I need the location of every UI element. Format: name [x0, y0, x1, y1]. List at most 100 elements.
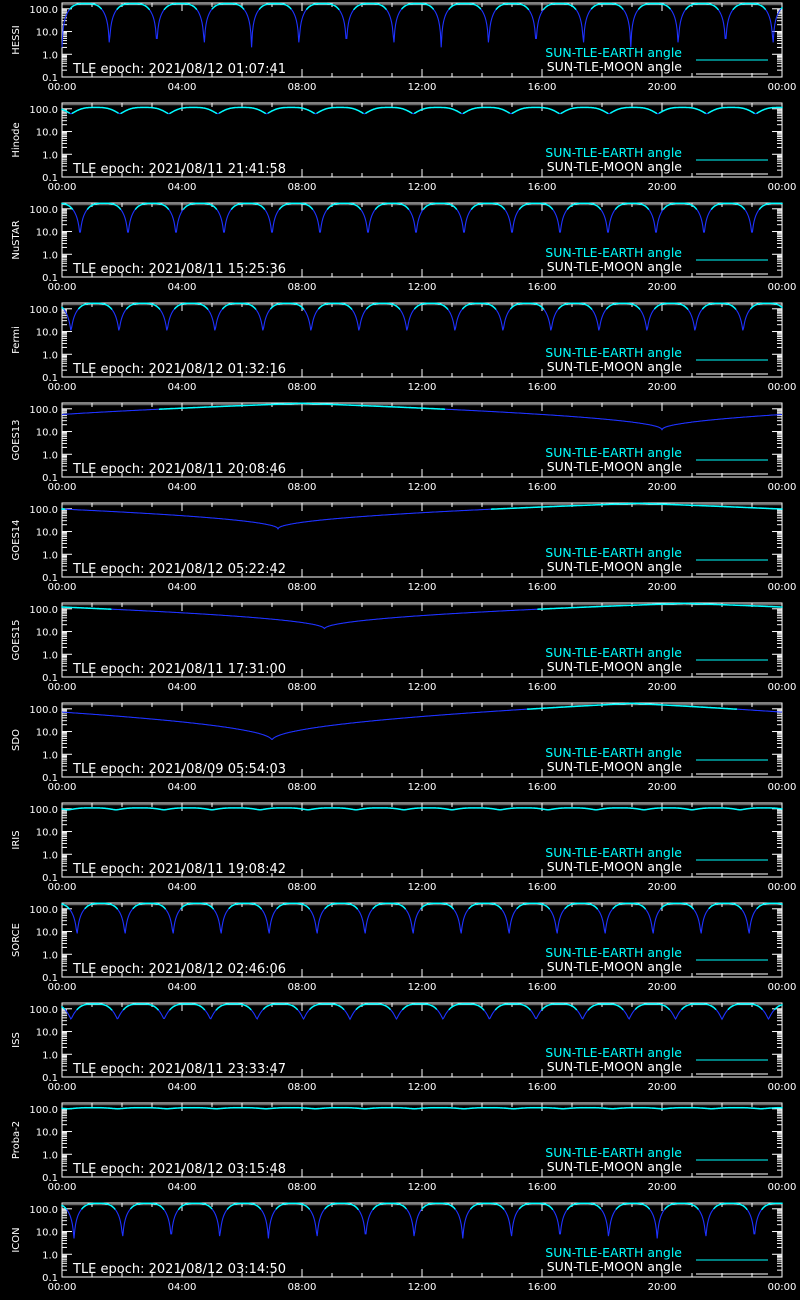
x-tick-label: 20:00 [648, 82, 677, 93]
x-tick-label: 04:00 [168, 1182, 197, 1193]
legend-sun-earth-label: SUN-TLE-EARTH angle [545, 945, 682, 960]
x-tick-label: 16:00 [528, 882, 557, 893]
legend-sun-moon-label: SUN-TLE-MOON angle [547, 1159, 683, 1174]
legend-sun-moon-label: SUN-TLE-MOON angle [547, 559, 683, 574]
x-tick-label: 12:00 [408, 882, 437, 893]
y-tick-label: 1.0 [42, 1150, 58, 1161]
x-tick-label: 20:00 [648, 1182, 677, 1193]
x-tick-label: 08:00 [288, 1282, 317, 1293]
x-tick-label: 20:00 [648, 382, 677, 393]
tle-epoch-label: TLE epoch: 2021/08/12 03:15:48 [72, 1162, 286, 1177]
tle-epoch-label: TLE epoch: 2021/08/11 19:08:42 [72, 862, 286, 877]
x-tick-label: 12:00 [408, 382, 437, 393]
x-tick-label: 00:00 [768, 982, 797, 993]
x-tick-label: 20:00 [648, 782, 677, 793]
panel-goes15: 100.010.01.00.100:00 04:00 08:00 12:00 16:00… [11, 602, 797, 693]
x-tick-label: 08:00 [288, 982, 317, 993]
y-tick-label: 100.0 [29, 305, 58, 316]
legend-sun-earth-label: SUN-TLE-EARTH angle [545, 245, 682, 260]
x-tick-label: 00:00 [768, 882, 797, 893]
tle-epoch-label: TLE epoch: 2021/08/12 01:07:41 [72, 62, 286, 77]
legend-sun-moon-label: SUN-TLE-MOON angle [547, 859, 683, 874]
x-tick-label: 00:00 [48, 782, 77, 793]
panel-proba-2: 100.010.01.00.100:00 04:00 08:00 12:00 16:00… [11, 1102, 797, 1193]
x-tick-label: 00:00 [48, 382, 77, 393]
x-tick-label: 20:00 [648, 582, 677, 593]
y-tick-label: 0.1 [42, 573, 58, 584]
x-tick-label: 20:00 [648, 482, 677, 493]
x-tick-label: 04:00 [168, 482, 197, 493]
x-tick-label: 20:00 [648, 1082, 677, 1093]
y-tick-label: 100.0 [29, 805, 58, 816]
sun-earth-series [61, 807, 783, 811]
y-tick-label: 0.1 [42, 1173, 58, 1184]
x-tick-label: 00:00 [768, 1082, 797, 1093]
y-tick-label: 1.0 [42, 1250, 58, 1261]
x-tick-label: 00:00 [768, 1182, 797, 1193]
x-tick-label: 00:00 [768, 182, 797, 193]
x-tick-label: 08:00 [288, 1182, 317, 1193]
tle-epoch-label: TLE epoch: 2021/08/12 05:22:42 [72, 562, 286, 577]
x-tick-label: 16:00 [528, 982, 557, 993]
sun-earth-series [61, 902, 783, 910]
satellite-name: Fermi [11, 326, 22, 354]
tle-epoch-label: TLE epoch: 2021/08/12 03:14:50 [72, 1262, 286, 1277]
x-tick-label: 00:00 [768, 682, 797, 693]
satellite-name: GOES13 [11, 419, 22, 460]
x-tick-label: 16:00 [528, 482, 557, 493]
panel-icon: 100.010.01.00.100:00 04:00 08:00 12:00 16:00… [11, 1202, 797, 1293]
legend-sun-earth-label: SUN-TLE-EARTH angle [545, 145, 682, 160]
panel-iris: 100.010.01.00.100:00 04:00 08:00 12:00 16:00… [11, 802, 797, 893]
y-tick-label: 100.0 [29, 1005, 58, 1016]
x-tick-label: 00:00 [48, 882, 77, 893]
y-tick-label: 10.0 [36, 1128, 58, 1139]
sun-earth-series [69, 2, 783, 11]
legend-sun-moon-label: SUN-TLE-MOON angle [547, 359, 683, 374]
satellite-name: IRIS [11, 830, 22, 849]
x-tick-label: 20:00 [648, 1282, 677, 1293]
x-tick-label: 08:00 [288, 1082, 317, 1093]
x-tick-label: 00:00 [768, 282, 797, 293]
y-tick-label: 1.0 [42, 50, 58, 61]
panel-nustar: 100.010.01.00.100:00 04:00 08:00 12:00 16:00… [11, 202, 797, 293]
x-tick-label: 00:00 [48, 1282, 77, 1293]
satellite-name: GOES15 [11, 619, 22, 660]
x-tick-label: 04:00 [168, 382, 197, 393]
y-tick-label: 100.0 [29, 905, 58, 916]
legend-sun-earth-label: SUN-TLE-EARTH angle [545, 345, 682, 360]
y-tick-label: 100.0 [29, 105, 58, 116]
x-tick-label: 00:00 [768, 82, 797, 93]
legend-sun-moon-label: SUN-TLE-MOON angle [547, 459, 683, 474]
x-tick-label: 00:00 [768, 782, 797, 793]
x-tick-label: 16:00 [528, 382, 557, 393]
legend-sun-moon-label: SUN-TLE-MOON angle [547, 1059, 683, 1074]
y-tick-label: 10.0 [36, 128, 58, 139]
x-tick-label: 20:00 [648, 182, 677, 193]
y-tick-label: 10.0 [36, 828, 58, 839]
y-tick-label: 100.0 [29, 205, 58, 216]
y-tick-label: 10.0 [36, 1028, 58, 1039]
y-tick-label: 100.0 [29, 1105, 58, 1116]
x-tick-label: 12:00 [408, 782, 437, 793]
x-tick-label: 12:00 [408, 282, 437, 293]
satellite-name: NuSTAR [11, 220, 22, 259]
y-tick-label: 0.1 [42, 173, 58, 184]
x-tick-label: 16:00 [528, 282, 557, 293]
x-tick-label: 08:00 [288, 182, 317, 193]
x-tick-label: 08:00 [288, 282, 317, 293]
x-tick-label: 04:00 [168, 882, 197, 893]
x-tick-label: 20:00 [648, 682, 677, 693]
x-tick-label: 04:00 [168, 982, 197, 993]
x-tick-label: 08:00 [288, 82, 317, 93]
y-tick-label: 1.0 [42, 1050, 58, 1061]
x-tick-label: 08:00 [288, 582, 317, 593]
y-tick-label: 10.0 [36, 528, 58, 539]
satellite-name: SORCE [11, 923, 22, 957]
sun-earth-series [61, 1202, 783, 1210]
legend-sun-earth-label: SUN-TLE-EARTH angle [545, 1245, 682, 1260]
y-tick-label: 10.0 [36, 628, 58, 639]
x-tick-label: 08:00 [288, 782, 317, 793]
x-tick-label: 00:00 [768, 1282, 797, 1293]
x-tick-label: 12:00 [408, 1182, 437, 1193]
x-tick-label: 16:00 [528, 782, 557, 793]
